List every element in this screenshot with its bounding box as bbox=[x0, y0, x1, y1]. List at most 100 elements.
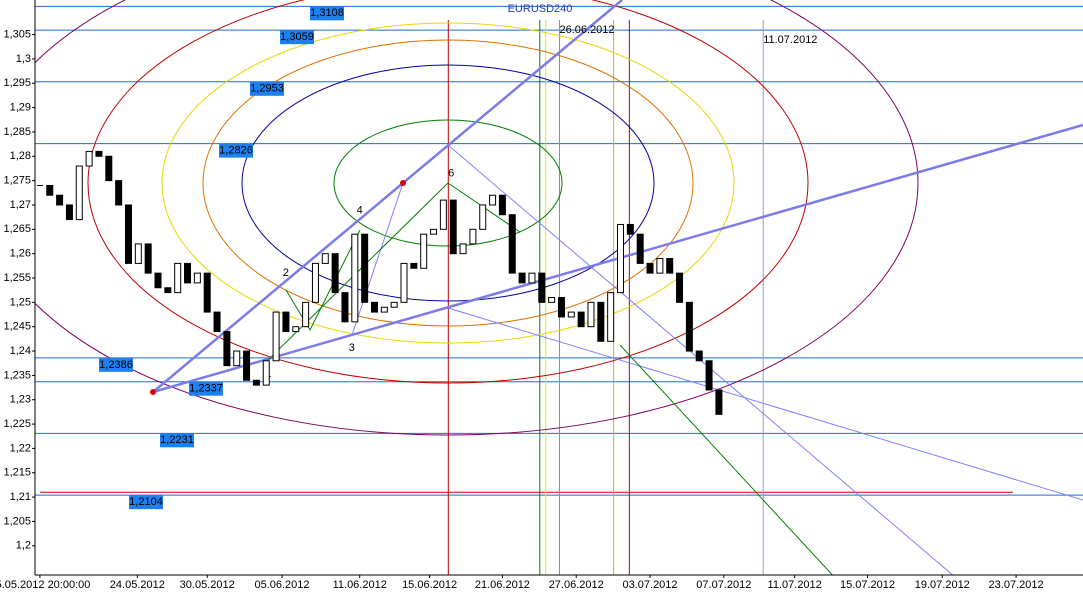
y-tick-label: 1,24 bbox=[10, 345, 31, 357]
anchor-point bbox=[150, 389, 156, 395]
chart-title: EURUSD240 bbox=[508, 3, 573, 15]
fib-arc bbox=[241, 64, 655, 302]
candle bbox=[390, 301, 398, 308]
y-tick-label: 1,225 bbox=[3, 418, 31, 430]
x-tick-label: 30.05.2012 bbox=[180, 579, 235, 591]
candle bbox=[685, 301, 693, 352]
level-label-box bbox=[129, 495, 163, 510]
candle bbox=[311, 262, 319, 303]
y-tick-label: 1,26 bbox=[10, 248, 31, 260]
level-label-box bbox=[250, 81, 284, 96]
x-tick-label: 11.06.2012 bbox=[333, 579, 387, 591]
candle bbox=[400, 262, 408, 303]
candle bbox=[144, 243, 152, 274]
y-tick-label: 1,245 bbox=[3, 321, 31, 333]
candle bbox=[567, 311, 575, 318]
candle bbox=[174, 262, 182, 294]
candle bbox=[134, 243, 142, 264]
candle bbox=[430, 228, 438, 235]
level-label-box bbox=[99, 357, 133, 372]
level-label: 1,2104 bbox=[129, 496, 163, 508]
x-tick-label: 21.06.2012 bbox=[475, 579, 530, 591]
y-tick-label: 1,21 bbox=[10, 491, 31, 503]
candle bbox=[105, 155, 113, 182]
y-tick-label: 1,27 bbox=[10, 199, 31, 211]
y-tick-label: 1,22 bbox=[10, 442, 31, 454]
candle bbox=[193, 272, 201, 284]
candle bbox=[538, 272, 546, 303]
candle bbox=[233, 350, 241, 367]
candle bbox=[695, 350, 703, 362]
candle bbox=[666, 258, 674, 274]
top-layer: 1,3108 1,3059 1,2953 1,2826 1,2386 1,2337 1,22… bbox=[36, 6, 817, 510]
candle bbox=[75, 165, 83, 221]
candle bbox=[587, 301, 595, 328]
y-tick-label: 1,285 bbox=[3, 126, 31, 138]
x-tick-label: 15.05.2012 20:00:00 bbox=[0, 579, 90, 591]
x-tick-label: 23.07.2012 bbox=[989, 579, 1044, 591]
y-tick-label: 1,25 bbox=[10, 296, 31, 308]
candle bbox=[154, 272, 162, 289]
fib-arc bbox=[333, 119, 563, 247]
candle bbox=[459, 243, 467, 255]
candle bbox=[646, 262, 654, 274]
candle bbox=[469, 228, 477, 245]
x-tick-label: 07.07.2012 bbox=[696, 579, 751, 591]
level-label: 1,2386 bbox=[99, 359, 133, 371]
candle bbox=[597, 301, 605, 342]
candle bbox=[213, 311, 221, 333]
candle bbox=[607, 292, 615, 342]
candle bbox=[479, 204, 487, 230]
candle bbox=[577, 311, 585, 328]
fan-line bbox=[351, 182, 404, 336]
level-label: 1,2953 bbox=[250, 83, 284, 95]
y-tick-label: 1,3 bbox=[16, 53, 31, 65]
x-tick-label: 24.05.2012 bbox=[110, 579, 165, 591]
level-label-box bbox=[280, 30, 314, 45]
y-tick-label: 1,265 bbox=[3, 223, 31, 235]
candle bbox=[715, 389, 723, 415]
wave-label: 2 bbox=[283, 267, 289, 279]
date-annotation: 11.07.2012 bbox=[763, 34, 817, 46]
candle bbox=[292, 326, 300, 333]
candle bbox=[420, 233, 428, 269]
candle bbox=[243, 350, 251, 381]
candle bbox=[184, 262, 192, 284]
y-tick-label: 1,2 bbox=[16, 540, 31, 552]
candle bbox=[489, 194, 497, 206]
candle bbox=[262, 360, 270, 386]
candle bbox=[272, 311, 280, 362]
pattern-line bbox=[285, 229, 361, 332]
candle bbox=[508, 214, 516, 274]
candle bbox=[164, 287, 172, 294]
candle bbox=[203, 272, 211, 313]
y-tick-label: 1,23 bbox=[10, 394, 31, 406]
level-label-box bbox=[160, 433, 194, 448]
wave-label: 6 bbox=[448, 168, 454, 180]
pattern-line bbox=[267, 182, 521, 361]
wave-label: 4 bbox=[357, 205, 363, 217]
candle bbox=[636, 233, 644, 264]
fib-arc bbox=[161, 22, 735, 344]
candle bbox=[439, 199, 447, 230]
x-tick-label: 11.07.2012 bbox=[768, 579, 822, 591]
level-label-box bbox=[219, 143, 253, 158]
candle bbox=[548, 296, 556, 303]
candle bbox=[370, 301, 378, 313]
candle bbox=[705, 360, 713, 391]
fib-arc bbox=[35, 0, 919, 436]
candle bbox=[302, 301, 310, 328]
x-tick-label: 27.06.2012 bbox=[549, 579, 604, 591]
x-tick-label: 05.06.2012 bbox=[254, 579, 309, 591]
candle bbox=[410, 262, 418, 269]
candle bbox=[361, 233, 369, 303]
candle bbox=[449, 199, 457, 255]
y-tick-label: 1,305 bbox=[3, 28, 31, 40]
level-label: 1,2826 bbox=[219, 145, 253, 157]
candle bbox=[341, 292, 349, 323]
trend-line bbox=[152, 0, 623, 393]
candle bbox=[46, 184, 54, 196]
level-label: 1,3059 bbox=[280, 31, 314, 43]
y-tick-label: 1,275 bbox=[3, 175, 31, 187]
candle bbox=[95, 150, 103, 157]
